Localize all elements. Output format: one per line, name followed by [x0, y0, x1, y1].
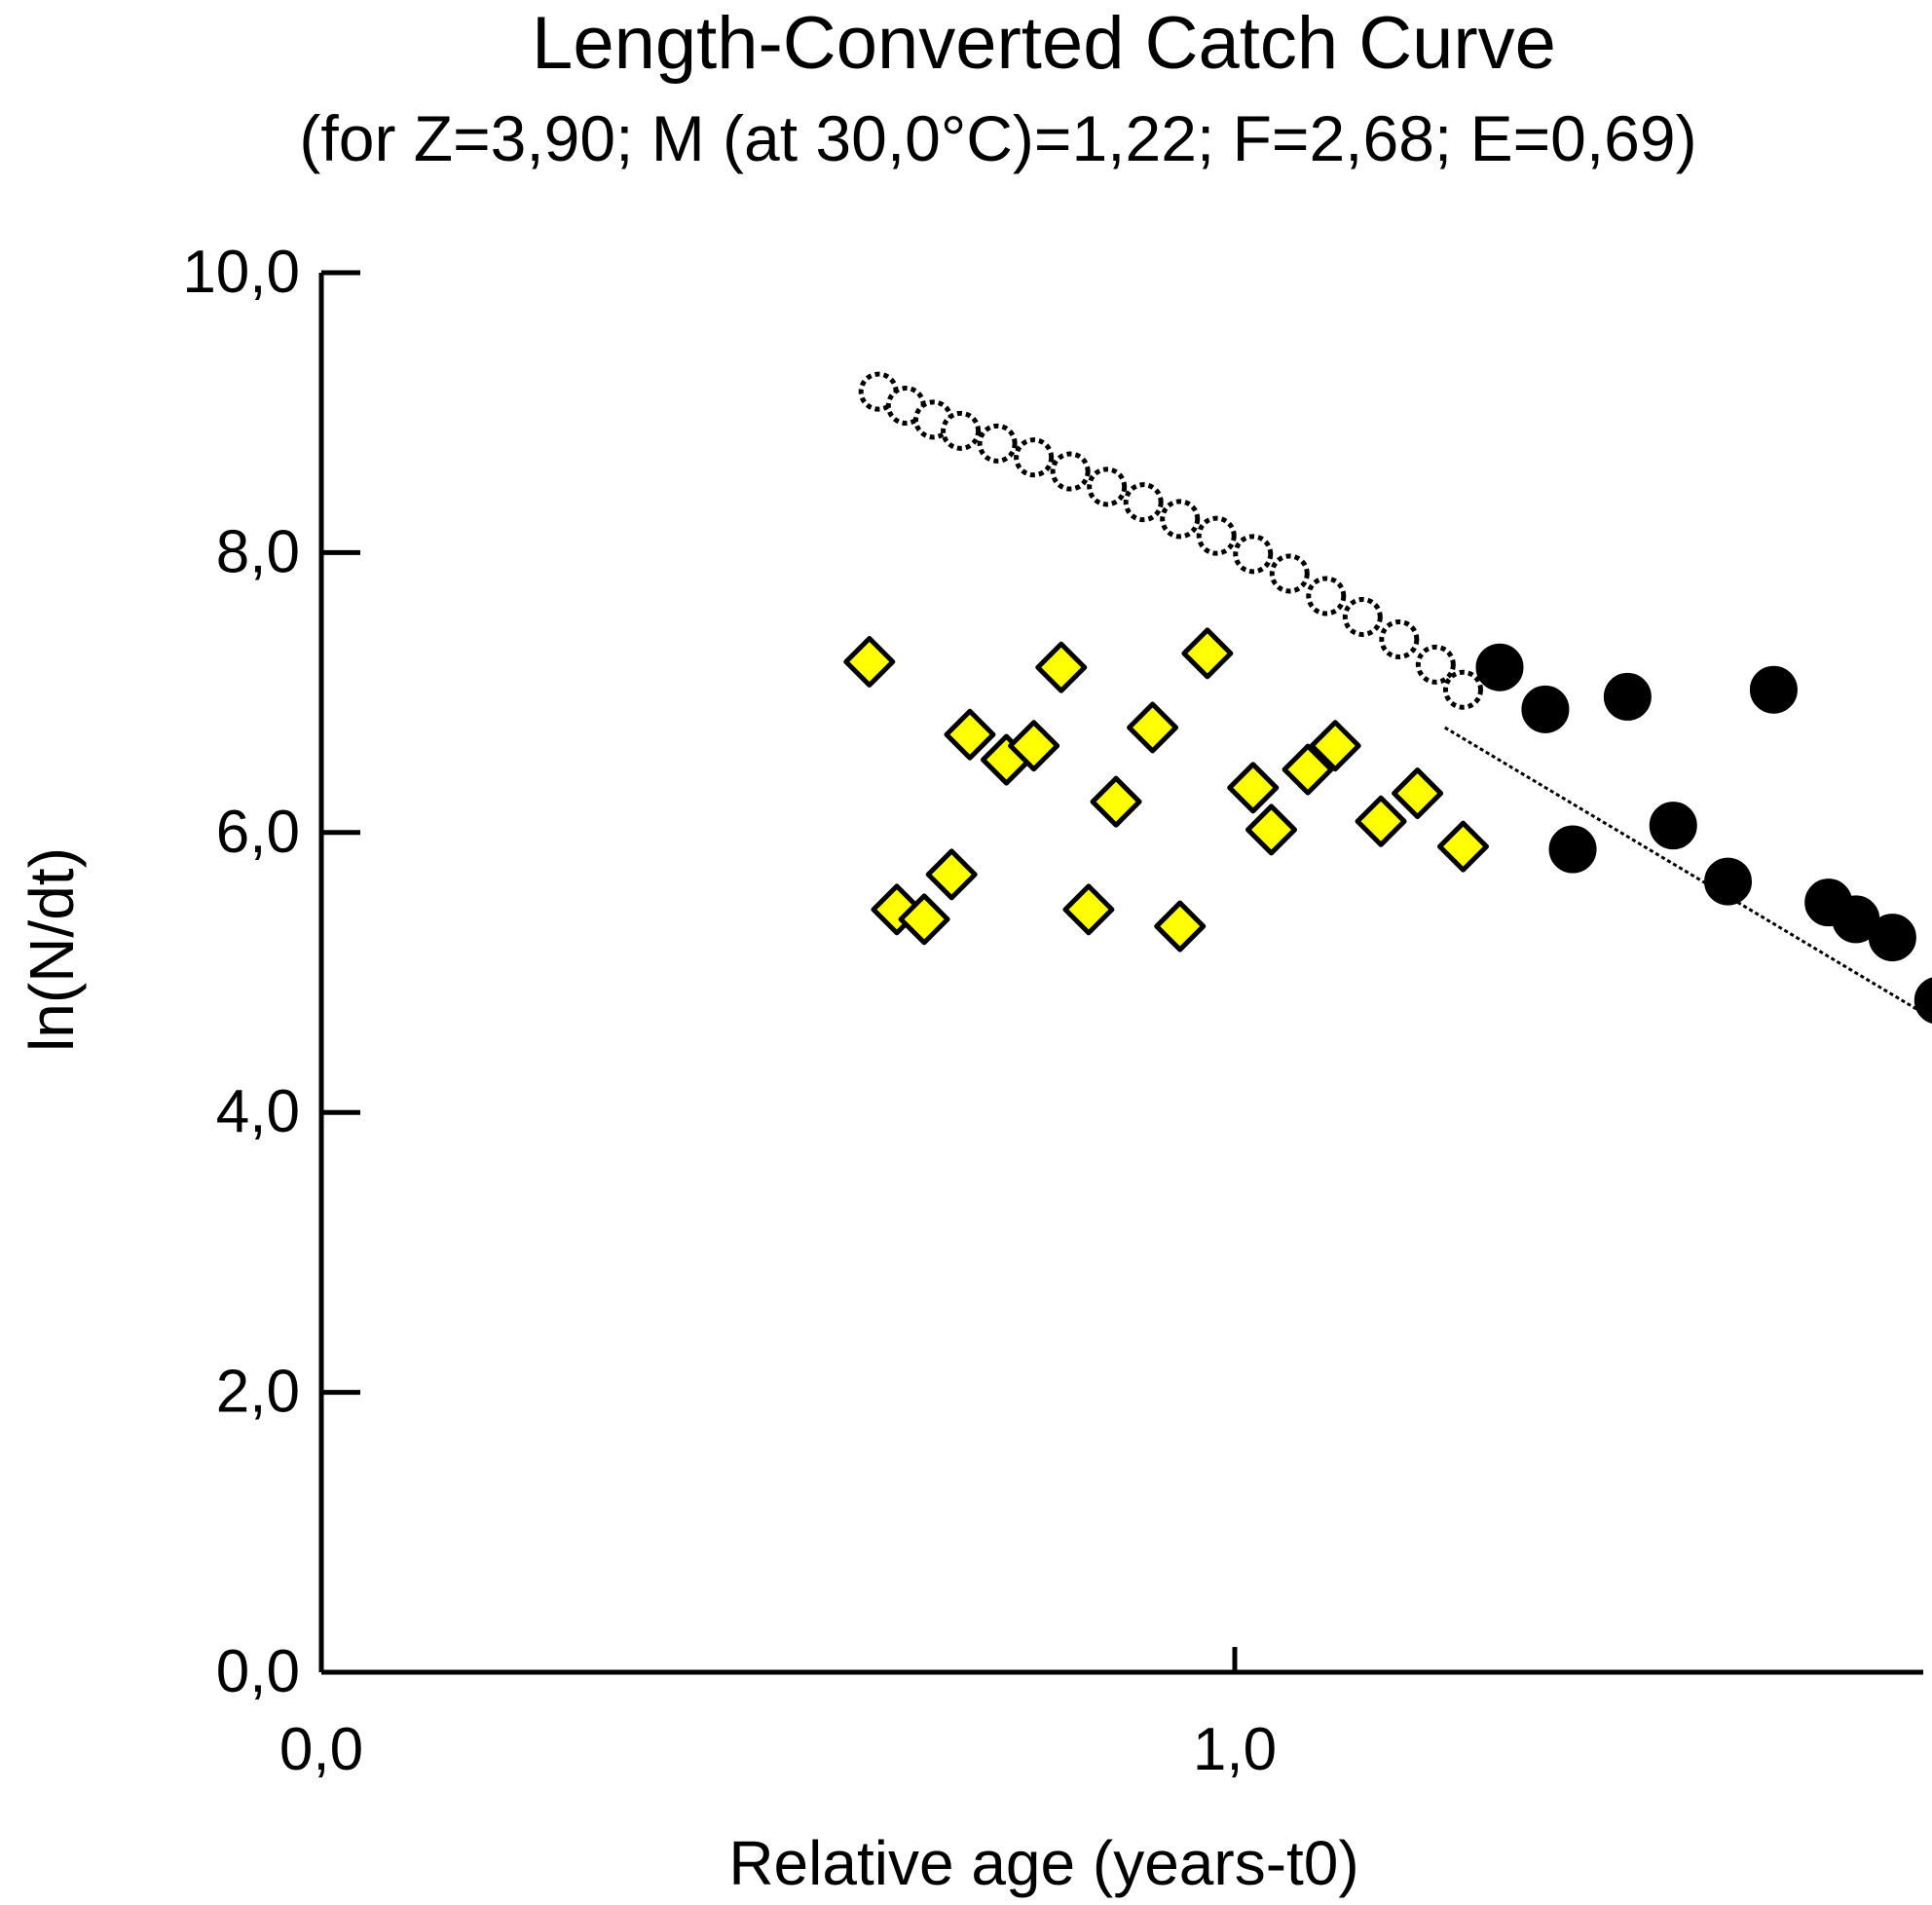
y-axis-ticks: 0,0 2,0 4,0 6,0 8,0 10,0 — [182, 239, 360, 1705]
data-points — [843, 371, 1932, 1024]
open-circle-point — [1342, 597, 1383, 638]
open-circle-point — [1306, 576, 1347, 616]
yellow-diamond-point — [1245, 803, 1298, 856]
yellow-diamond-point — [1437, 820, 1489, 873]
y-tick-label: 8,0 — [216, 518, 300, 585]
yellow-diamond-point — [1181, 627, 1234, 680]
yellow-diamond-point — [925, 848, 978, 901]
y-tick-label: 6,0 — [216, 799, 300, 866]
yellow-diamond-point — [1227, 762, 1280, 814]
yellow-diamond-point — [1355, 795, 1407, 847]
x-axis-ticks: 0,01,02,03,0 — [279, 1647, 1277, 1783]
yellow-diamond-point — [1309, 720, 1361, 772]
open-circle-point — [1379, 618, 1420, 659]
yellow-diamond-point — [1008, 720, 1060, 772]
yellow-diamond-point — [1282, 743, 1334, 796]
yellow-diamond-point — [1392, 767, 1444, 820]
open-circle-point — [1233, 534, 1274, 575]
open-circle-point — [1196, 515, 1237, 556]
open-circle-point — [1160, 499, 1201, 540]
yellow-diamond-point — [944, 708, 996, 761]
black-dot-point — [1548, 825, 1597, 874]
chart-title: Length-Converted Catch Curve — [532, 2, 1556, 85]
open-circle-point — [977, 423, 1018, 464]
open-circle-point — [1415, 644, 1456, 685]
open-circle-point — [941, 410, 982, 451]
axes — [318, 273, 1923, 1675]
black-dot-point — [1475, 643, 1524, 691]
regression-line-group — [1443, 726, 1932, 1021]
yellow-diamond-point — [898, 893, 950, 946]
open-circle-point — [1087, 467, 1128, 507]
x-tick-label: 0,0 — [279, 1716, 363, 1783]
black-dot-point — [1749, 665, 1798, 714]
yellow-diamond-point — [1127, 701, 1179, 754]
y-tick-label: 10,0 — [182, 239, 300, 306]
black-dot-point — [1868, 914, 1916, 962]
open-circle-point — [1014, 437, 1055, 478]
black-dot-point — [1603, 672, 1652, 721]
black-dot-point — [1913, 977, 1932, 1024]
open-circle-point — [1050, 451, 1091, 492]
y-tick-label: 2,0 — [216, 1359, 300, 1426]
open-circle-point — [1443, 669, 1483, 710]
chart-subtitle: (for Z=3,90; M (at 30,0°C)=1,22; F=2,68;… — [299, 102, 1696, 174]
x-axis-label: Relative age (years-t0) — [728, 1828, 1358, 1898]
yellow-diamond-point — [843, 635, 896, 688]
black-dot-point — [1521, 685, 1570, 733]
yellow-diamond-point — [1035, 641, 1088, 693]
yellow-diamond-point — [1062, 883, 1115, 936]
open-circle-point — [1123, 482, 1164, 523]
regression-line — [1443, 726, 1932, 1021]
open-circle-point — [1269, 553, 1310, 594]
yellow-diamond-point — [1090, 775, 1142, 828]
black-dot-point — [1649, 802, 1697, 850]
x-tick-label: 1,0 — [1193, 1716, 1277, 1783]
black-dot-point — [1704, 857, 1753, 906]
yellow-diamond-point — [1154, 900, 1207, 952]
y-axis-label: ln(N/dt) — [17, 847, 87, 1052]
y-tick-label: 4,0 — [216, 1078, 300, 1145]
y-tick-label: 0,0 — [216, 1638, 300, 1705]
